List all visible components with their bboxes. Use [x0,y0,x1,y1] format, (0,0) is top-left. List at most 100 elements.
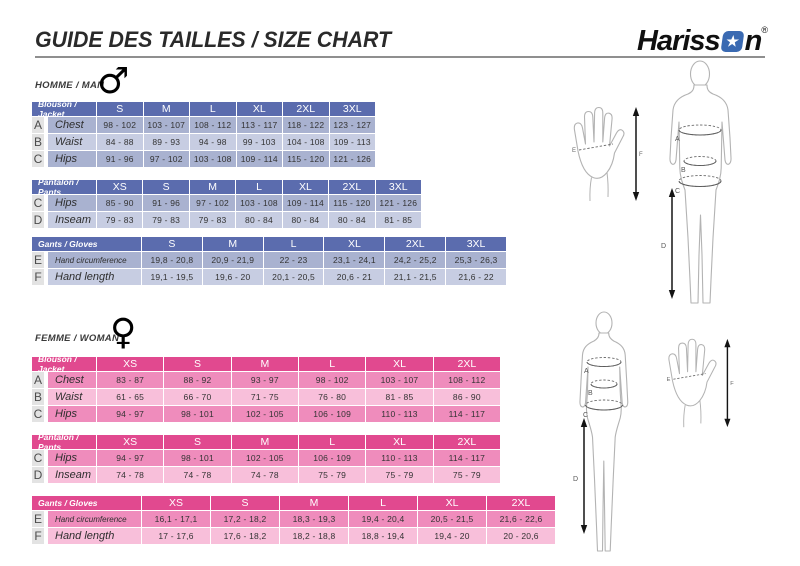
size-header: M [231,435,298,449]
row-label: Inseam [48,212,96,228]
waist-arc [590,383,618,389]
size-header: S [143,180,189,194]
size-value: 114 - 117 [433,406,500,422]
size-table-man-pants: Pantalon / Pants XS S M L XL 2XL 3XL C Hips 85 - 9… [32,180,421,228]
size-header: L [190,102,236,116]
size-header: M [143,102,189,116]
row-letter: B [32,389,47,405]
size-header: S [164,357,231,371]
size-value: 17,6 - 18,2 [211,528,279,544]
size-value: 102 - 105 [231,450,298,466]
size-value: 97 - 102 [189,195,236,211]
size-value: 121 - 126 [329,151,375,167]
size-value: 79 - 83 [189,212,236,228]
page-title: GUIDE DES TAILLES / SIZE CHART [35,27,392,52]
size-value: 74 - 78 [231,467,298,483]
size-header: 2XL [433,435,500,449]
size-value: 80 - 84 [329,212,375,228]
size-value: 21,6 - 22 [446,269,506,285]
brand-text-right: n [744,25,763,57]
size-header: XS [97,435,164,449]
table-title: Blouson / Jacket [32,357,96,371]
size-value: 75 - 79 [366,467,433,483]
size-table-woman-gloves: Gants / Gloves XS S M L XL 2XL E Hand circumfere… [32,496,555,544]
size-header: XS [97,357,164,371]
row-label: Hand length [48,528,141,544]
chest-letter: A [675,136,680,143]
size-value: 20,9 - 21,9 [202,252,263,268]
size-value: 94 - 97 [97,450,164,466]
arrowhead [724,418,731,428]
size-value: 20,5 - 21,5 [418,511,486,527]
size-header: M [231,357,298,371]
size-value: 123 - 127 [329,117,375,133]
size-value: 24,2 - 25,2 [385,252,446,268]
chest-arc [678,129,722,136]
hand-length-letter: F [639,152,643,158]
registered-mark: ® [761,25,768,35]
size-value: 80 - 84 [282,212,329,228]
arrowhead [580,418,588,427]
size-value: 79 - 83 [143,212,189,228]
size-value: 23,1 - 24,1 [324,252,385,268]
body-measurement-diagram-woman: A B C D [573,311,629,552]
row-letter: F [32,269,47,285]
size-header: L [263,237,324,251]
hand-circumference-letter: E [572,148,576,154]
waist-letter: B [588,390,593,397]
row-label: Waist [48,389,96,405]
size-value: 91 - 96 [97,151,143,167]
size-header: XL [418,496,486,510]
row-letter: C [32,406,47,422]
size-value: 109 - 114 [282,195,329,211]
wrist-lines [589,172,609,202]
size-value: 115 - 120 [283,151,329,167]
table-title: Gants / Gloves [32,237,141,251]
body-outline [579,332,629,552]
row-letter: D [32,467,47,483]
size-value: 98 - 102 [97,117,143,133]
size-header: 2XL [329,180,375,194]
size-table-woman-pants: Pantalon / Pants XS S M L XL 2XL C Hips 94 - 97 98… [32,435,500,483]
size-header: XS [97,180,143,194]
size-value: 21,6 - 22,6 [487,511,555,527]
size-value: 16,1 - 17,1 [142,511,210,527]
size-header: L [299,435,366,449]
size-header: L [236,180,282,194]
body-outline [669,84,732,304]
size-value: 71 - 75 [231,389,298,405]
row-label: Hips [48,450,96,466]
female-symbol-icon: ♀ [110,312,137,353]
size-value: 104 - 108 [283,134,329,150]
size-value: 89 - 93 [143,134,189,150]
size-value: 84 - 88 [97,134,143,150]
row-letter: E [32,511,47,527]
row-label: Hand circumference [48,511,141,527]
size-value: 86 - 90 [433,389,500,405]
size-value: 114 - 117 [433,450,500,466]
size-value: 97 - 102 [143,151,189,167]
header-divider [35,56,765,58]
size-header: 3XL [446,237,506,251]
size-value: 110 - 113 [366,450,433,466]
size-header: XS [142,496,210,510]
row-label: Waist [48,134,96,150]
arrowhead [632,192,640,201]
size-value: 94 - 97 [97,406,164,422]
size-header: XL [366,357,433,371]
section-label-woman: FEMME / WOMAN [35,333,120,344]
hips-arc [678,180,722,187]
row-label: Chest [48,372,96,388]
head-outline [595,311,613,335]
size-value: 80 - 84 [236,212,282,228]
size-value: 94 - 98 [190,134,236,150]
hand-measurement-diagram-woman: E F [667,338,734,428]
size-value: 102 - 105 [231,406,298,422]
inseam-letter: D [573,476,578,483]
row-label: Hand length [48,269,141,285]
size-value: 20 - 20,6 [487,528,555,544]
section-label-man: HOMME / MAN [35,80,105,91]
size-value: 98 - 101 [164,406,231,422]
size-header: S [97,102,143,116]
size-value: 109 - 114 [236,151,282,167]
